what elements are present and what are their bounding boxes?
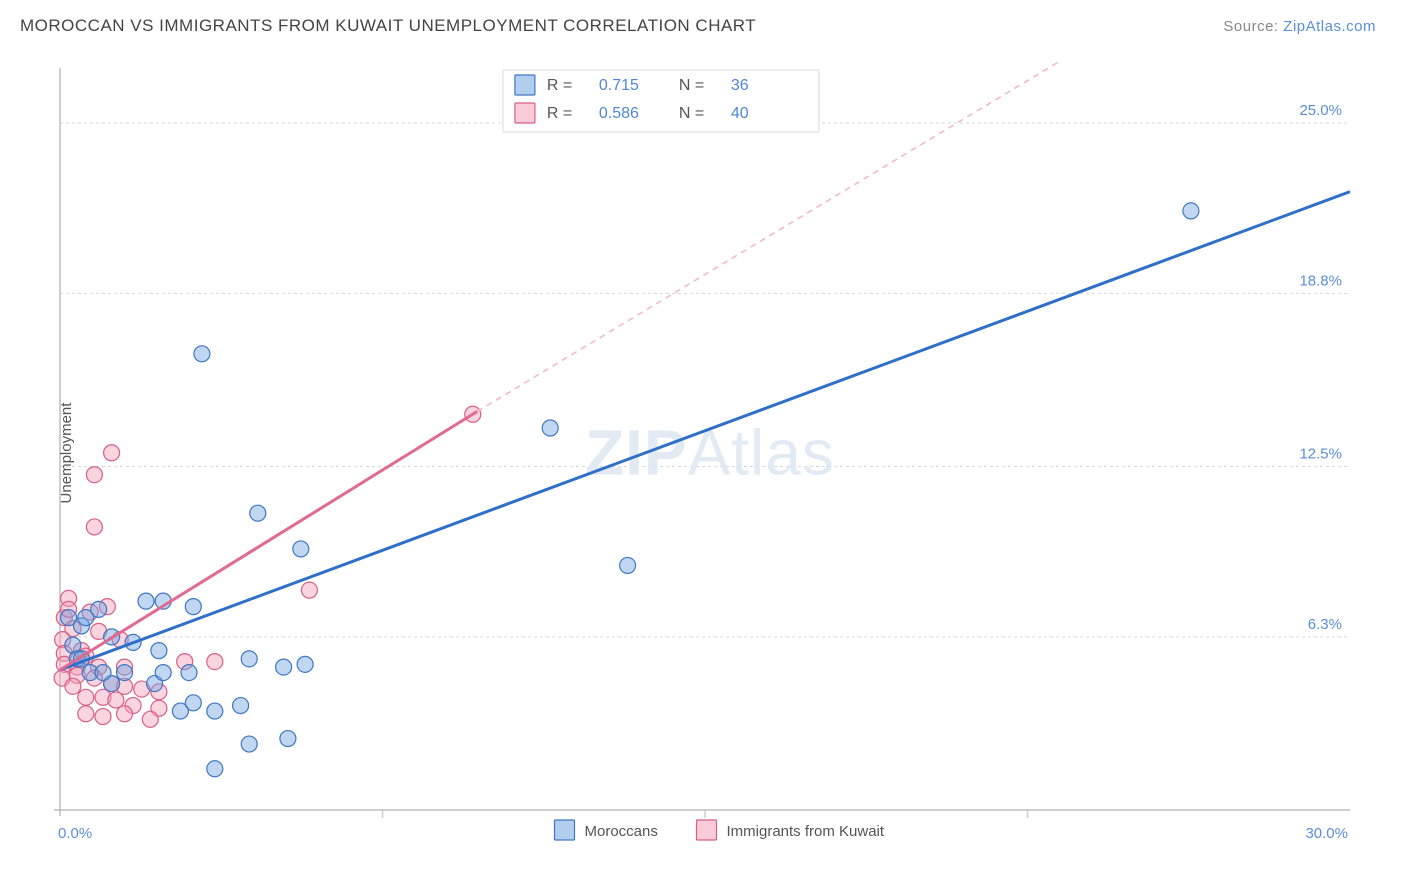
point-moroccan — [117, 665, 133, 681]
header-bar: MOROCCAN VS IMMIGRANTS FROM KUWAIT UNEMP… — [0, 0, 1406, 44]
point-kuwait — [301, 582, 317, 598]
legend-swatch — [515, 75, 535, 95]
point-moroccan — [61, 610, 77, 626]
source-link[interactable]: ZipAtlas.com — [1283, 18, 1376, 35]
legend-swatch — [555, 820, 575, 840]
point-moroccan — [241, 651, 257, 667]
point-moroccan — [138, 593, 154, 609]
legend-label: Immigrants from Kuwait — [727, 823, 885, 840]
y-axis-label: Unemployment — [58, 403, 75, 504]
point-kuwait — [207, 654, 223, 670]
point-moroccan — [241, 736, 257, 752]
point-moroccan — [207, 703, 223, 719]
legend-r-label: R = — [547, 77, 572, 94]
y-tick-label: 12.5% — [1299, 445, 1342, 462]
trend-kuwait — [60, 412, 477, 670]
legend-series: Moroccans Immigrants from Kuwait — [555, 820, 885, 840]
legend-r-label: R = — [547, 105, 572, 122]
point-moroccan — [542, 420, 558, 436]
point-moroccan — [155, 665, 171, 681]
legend-n-label: N = — [679, 77, 704, 94]
point-moroccan — [185, 599, 201, 615]
point-kuwait — [108, 692, 124, 708]
chart-container: Unemployment 6.3%12.5%18.8%25.0%ZIPAtlas… — [50, 58, 1380, 848]
point-moroccan — [194, 346, 210, 362]
point-moroccan — [91, 601, 107, 617]
legend-swatch — [697, 820, 717, 840]
x-axis-end: 30.0% — [1305, 825, 1348, 842]
y-tick-label: 18.8% — [1299, 272, 1342, 289]
point-kuwait — [104, 445, 120, 461]
point-moroccan — [293, 541, 309, 557]
legend-r-value: 0.715 — [599, 77, 639, 94]
point-moroccan — [95, 665, 111, 681]
point-moroccan — [233, 698, 249, 714]
point-kuwait — [142, 711, 158, 727]
chart-svg: 6.3%12.5%18.8%25.0%ZIPAtlasR =0.715N =36… — [50, 58, 1350, 848]
point-moroccan — [250, 505, 266, 521]
point-moroccan — [181, 665, 197, 681]
legend-n-value: 40 — [731, 105, 749, 122]
point-kuwait — [86, 467, 102, 483]
point-kuwait — [117, 706, 133, 722]
y-tick-label: 25.0% — [1299, 102, 1342, 119]
point-kuwait — [65, 678, 81, 694]
point-kuwait — [86, 519, 102, 535]
point-moroccan — [276, 659, 292, 675]
point-moroccan — [620, 557, 636, 573]
x-axis-start: 0.0% — [58, 825, 92, 842]
point-kuwait — [78, 706, 94, 722]
legend-n-value: 36 — [731, 77, 749, 94]
point-moroccan — [207, 761, 223, 777]
source-prefix: Source: — [1223, 18, 1283, 35]
legend-label: Moroccans — [585, 823, 658, 840]
legend-r-value: 0.586 — [599, 105, 639, 122]
point-moroccan — [1183, 203, 1199, 219]
legend-n-label: N = — [679, 105, 704, 122]
legend-swatch — [515, 103, 535, 123]
point-moroccan — [297, 656, 313, 672]
point-kuwait — [95, 709, 111, 725]
point-kuwait — [78, 689, 94, 705]
point-moroccan — [151, 643, 167, 659]
source-credit: Source: ZipAtlas.com — [1223, 18, 1376, 35]
trend-moroccan — [60, 192, 1350, 670]
point-moroccan — [280, 731, 296, 747]
page-title: MOROCCAN VS IMMIGRANTS FROM KUWAIT UNEMP… — [20, 16, 756, 36]
point-moroccan — [185, 695, 201, 711]
y-tick-label: 6.3% — [1308, 616, 1342, 633]
